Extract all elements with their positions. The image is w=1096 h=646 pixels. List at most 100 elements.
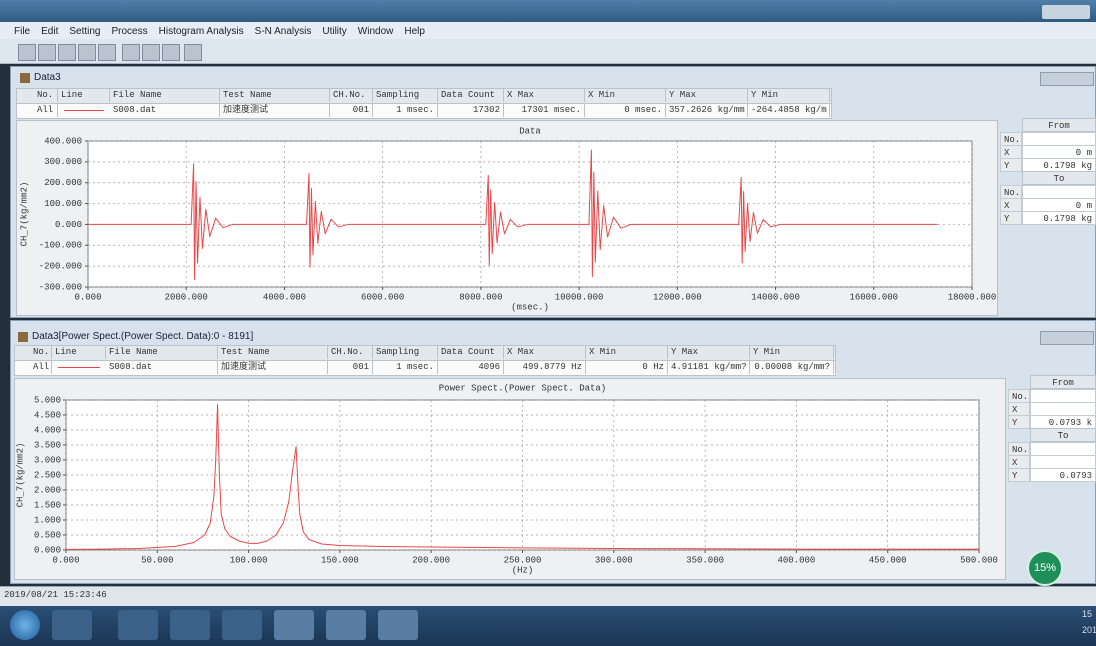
taskbar-app[interactable] xyxy=(52,610,92,640)
table-header: File Name xyxy=(106,345,218,359)
y-tick-label: 0.000 xyxy=(34,545,61,555)
x-axis-label: (msec.) xyxy=(511,302,549,312)
menu-item[interactable]: Setting xyxy=(69,26,101,37)
toolbar-button[interactable] xyxy=(78,44,96,61)
x-tick-label: 150.000 xyxy=(321,555,359,565)
x-tick-label: 200.000 xyxy=(412,555,450,565)
y-tick-label: 4.000 xyxy=(34,425,61,435)
signal-line xyxy=(88,149,938,280)
start-button[interactable] xyxy=(10,610,40,640)
taskbar-app[interactable] xyxy=(222,610,262,640)
y-tick-label: 3.500 xyxy=(34,440,61,450)
table-cell: 加速度测试 xyxy=(220,103,330,117)
y-tick-label: 400.000 xyxy=(44,136,82,146)
y-tick-label: 5.000 xyxy=(34,395,61,405)
cursor-value: 0 m xyxy=(1022,198,1096,212)
x-tick-label: 450.000 xyxy=(869,555,907,565)
toolbar-button[interactable] xyxy=(184,44,202,61)
x-tick-label: 10000.000 xyxy=(555,292,604,302)
cursor-value: 0.0793 k xyxy=(1030,415,1096,429)
taskbar-app[interactable] xyxy=(378,610,418,640)
x-tick-label: 400.000 xyxy=(777,555,815,565)
table-header: Y Min xyxy=(748,88,830,102)
toolbar-button[interactable] xyxy=(58,44,76,61)
menu-item[interactable]: S-N Analysis xyxy=(254,26,312,37)
app-title-bar xyxy=(0,0,1096,22)
menu-item[interactable]: Window xyxy=(357,26,394,37)
table-cell: 0 Hz xyxy=(586,360,668,374)
clock-time: 15 xyxy=(1082,609,1093,619)
menu-bar: File Edit Setting Process Histogram Analysis… xyxy=(0,22,1096,39)
taskbar-app[interactable] xyxy=(118,610,158,640)
window-controls[interactable] xyxy=(1042,5,1090,19)
x-tick-label: 12000.000 xyxy=(653,292,702,302)
y-tick-label: 100.000 xyxy=(44,199,82,209)
table-header: CH.No. xyxy=(330,88,373,102)
window-icon xyxy=(18,332,28,342)
menu-item[interactable]: Process xyxy=(111,26,148,37)
cursor-label: No. xyxy=(1000,132,1022,146)
window-icon xyxy=(20,73,30,83)
menu-item[interactable]: File xyxy=(14,26,31,37)
window-buttons[interactable] xyxy=(1040,331,1094,345)
table-header: File Name xyxy=(110,88,220,102)
toolbar-button[interactable] xyxy=(122,44,140,61)
table-header: Data Count xyxy=(438,88,504,102)
x-tick-label: 18000.000 xyxy=(948,292,997,302)
cursor-label: X xyxy=(1008,402,1030,416)
cursor-header: From xyxy=(1030,375,1096,389)
table-cell: 4096 xyxy=(438,360,504,374)
x-tick-label: 100.000 xyxy=(230,555,268,565)
toolbar-button[interactable] xyxy=(98,44,116,61)
taskbar-app[interactable] xyxy=(326,610,366,640)
y-tick-label: 3.000 xyxy=(34,455,61,465)
table-cell: 加速度测试 xyxy=(218,360,328,374)
taskbar-app[interactable] xyxy=(274,610,314,640)
y-axis-label: CH_7(kg/mm2) xyxy=(19,182,29,247)
status-bar: 2019/08/21 15:23:46 xyxy=(0,586,1096,606)
chart-title: Power Spect.(Power Spect. Data) xyxy=(439,383,606,393)
cursor-label: No. xyxy=(1008,389,1030,403)
table-header: X Max xyxy=(504,88,585,102)
table-header: Y Min xyxy=(750,345,834,359)
toolbar xyxy=(0,39,1096,64)
y-tick-label: 2.000 xyxy=(34,485,61,495)
y-tick-label: 4.500 xyxy=(34,410,61,420)
taskbar-app[interactable] xyxy=(170,610,210,640)
table-header: No. xyxy=(30,345,52,359)
table-cell: 17302 xyxy=(438,103,504,117)
table-cell: 1 msec. xyxy=(373,103,438,117)
toolbar-button[interactable] xyxy=(162,44,180,61)
x-axis-label: (Hz) xyxy=(512,565,534,575)
progress-badge[interactable]: 15% xyxy=(1027,550,1063,586)
cursor-value xyxy=(1030,402,1096,416)
menu-item[interactable]: Help xyxy=(404,26,425,37)
table-cell: S008.dat xyxy=(106,360,218,374)
table-cell: 1 msec. xyxy=(373,360,438,374)
x-tick-label: 350.000 xyxy=(686,555,724,565)
x-tick-label: 2000.000 xyxy=(165,292,208,302)
toolbar-button[interactable] xyxy=(18,44,36,61)
window-buttons[interactable] xyxy=(1040,72,1094,86)
menu-item[interactable]: Histogram Analysis xyxy=(158,26,244,37)
taskbar-apps xyxy=(52,610,432,640)
cursor-value xyxy=(1022,185,1096,199)
cursor-label: Y xyxy=(1008,415,1030,429)
table-cell: 001 xyxy=(330,103,373,117)
cursor-value xyxy=(1030,455,1096,469)
table-header: Y Max xyxy=(668,345,750,359)
x-tick-label: 4000.000 xyxy=(263,292,306,302)
chart-title: Data xyxy=(519,126,541,136)
table-cell: 499.8779 Hz xyxy=(504,360,586,374)
menu-item[interactable]: Utility xyxy=(322,26,347,37)
toolbar-button[interactable] xyxy=(38,44,56,61)
y-tick-label: -100.000 xyxy=(39,241,82,251)
y-tick-label: 0.000 xyxy=(55,220,82,230)
toolbar-button[interactable] xyxy=(142,44,160,61)
table-header: X Min xyxy=(586,345,668,359)
y-tick-label: 300.000 xyxy=(44,157,82,167)
table-header: No. xyxy=(34,88,58,102)
menu-item[interactable]: Edit xyxy=(41,26,59,37)
y-tick-label: -200.000 xyxy=(39,262,82,272)
